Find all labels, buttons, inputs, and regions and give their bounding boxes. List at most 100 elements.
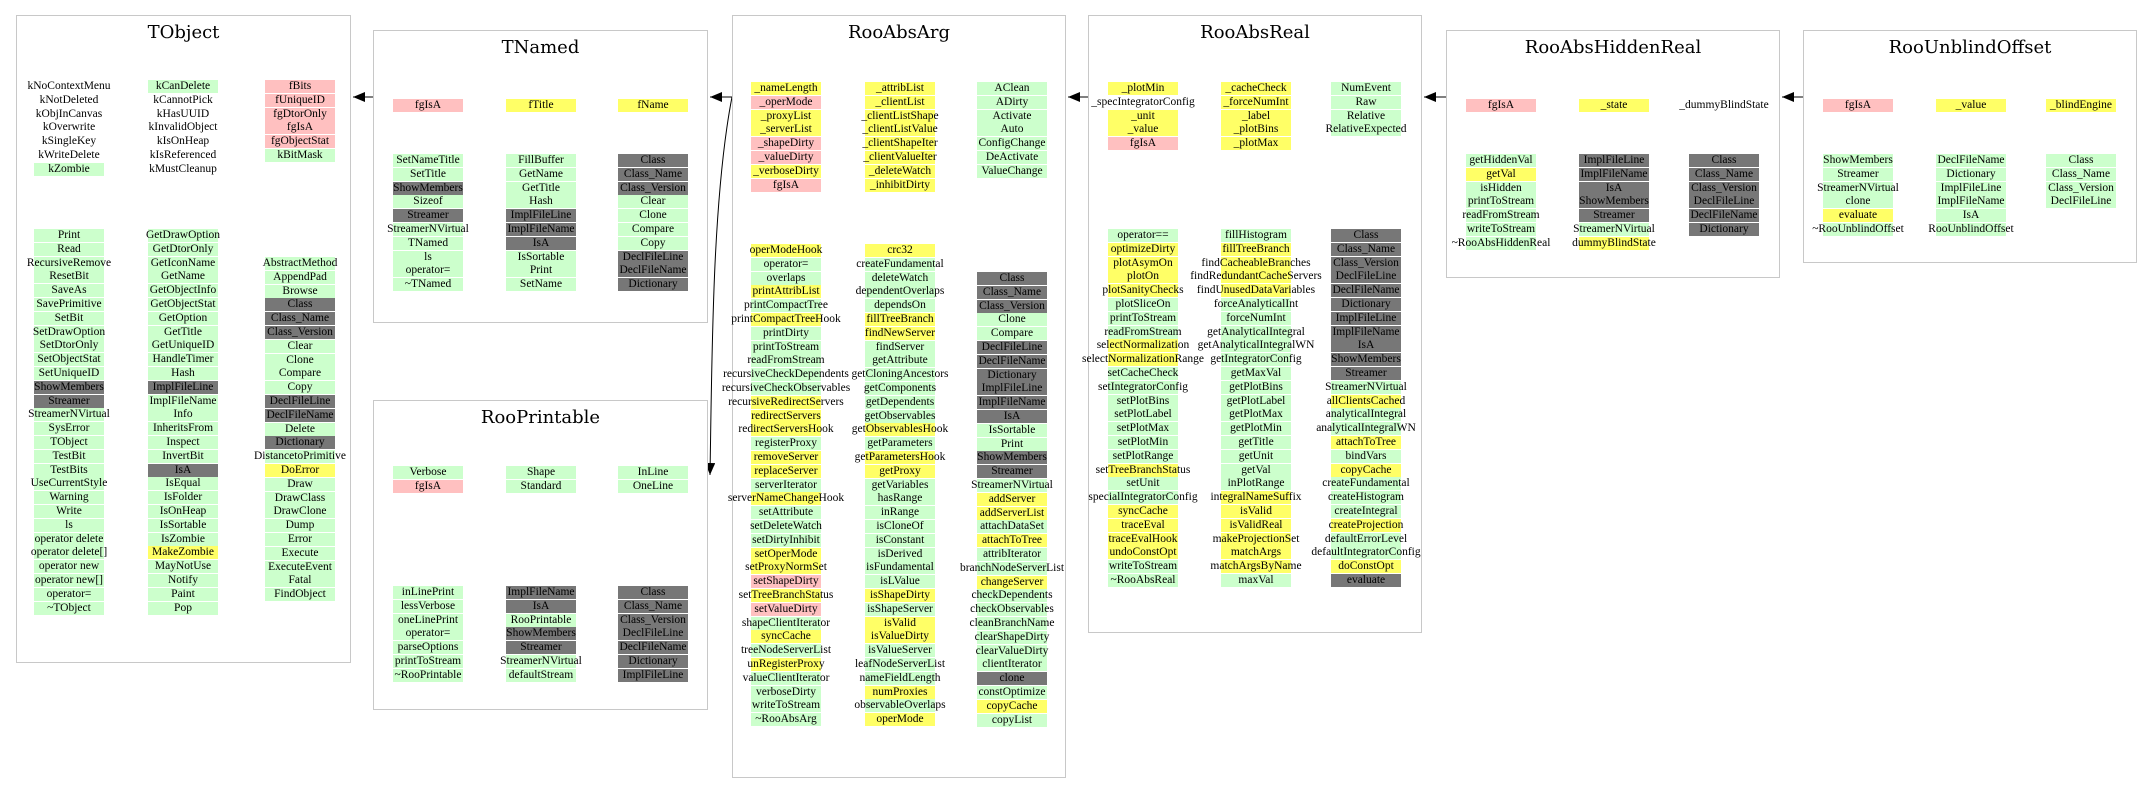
member-highlight — [34, 491, 104, 505]
member-highlight — [618, 466, 688, 479]
member-highlight — [265, 80, 335, 93]
member-highlight — [618, 209, 688, 223]
member-item: dependsOn — [800, 299, 1000, 313]
member-label: DeclFileName — [266, 408, 334, 421]
member-highlight — [506, 599, 576, 613]
member-highlight — [865, 164, 935, 178]
member-item: copyCache — [912, 699, 1112, 713]
member-highlight — [34, 408, 104, 422]
member-item: IsFolder — [83, 491, 283, 505]
member-label: getProxy — [879, 464, 921, 477]
member-item: AClean — [912, 82, 1112, 95]
member-highlight — [148, 229, 218, 242]
member-item: Class — [1981, 154, 2152, 167]
member-label: _plotMax — [1233, 137, 1279, 150]
member-item: Pop — [83, 601, 283, 615]
member-item: _serverList — [686, 123, 886, 137]
member-item: RooPrintable — [441, 613, 641, 627]
member-label: createFundamental — [1322, 477, 1410, 490]
member-item: valueClientIterator — [686, 671, 886, 685]
member-label: SetDtorOnly — [39, 339, 99, 352]
member-item: _inhibitDirty — [800, 178, 1000, 192]
member-highlight — [393, 167, 463, 181]
member-item: GetDrawOption — [83, 229, 283, 242]
member-highlight — [751, 520, 821, 533]
member-highlight — [506, 236, 576, 250]
member-item: ImplFileLine — [553, 668, 753, 682]
member-item: kCannotPick — [83, 94, 283, 107]
member-highlight — [265, 93, 335, 107]
member-label: _dummyBlindState — [1679, 99, 1769, 111]
member-item: InvertBit — [83, 449, 283, 463]
member-label: _serverList — [760, 123, 812, 136]
member-label: IsZombie — [160, 532, 206, 545]
member-label: setValueDirty — [754, 602, 818, 615]
member-highlight — [265, 464, 335, 477]
member-item: inLinePrint — [328, 586, 528, 599]
member-label: setProxyNormSet — [745, 561, 827, 574]
member-label: FillBuffer — [518, 154, 564, 166]
class-title: TObject — [147, 22, 220, 43]
member-label: ImplFileName — [1332, 325, 1400, 338]
member-highlight — [34, 284, 104, 298]
member-item: Class_Name — [553, 167, 753, 181]
member-highlight — [265, 533, 335, 546]
member-highlight — [751, 395, 821, 409]
member-item: Clone — [200, 353, 400, 367]
member-highlight — [865, 478, 935, 492]
member-item: unRegisterProxy — [686, 658, 886, 671]
member-highlight — [751, 644, 821, 658]
member-highlight — [865, 285, 935, 299]
member-item: Execute — [200, 546, 400, 560]
member-label: ImplFileName — [507, 223, 575, 235]
member-highlight — [618, 167, 688, 181]
member-highlight — [148, 532, 218, 546]
member-item: printCompactTree — [686, 299, 886, 313]
member-item: fBits — [200, 80, 400, 93]
member-label: _clientListValue — [862, 123, 938, 136]
member-label: Streamer — [48, 394, 90, 407]
member-label: Clone — [998, 313, 1026, 326]
member-label: kNoContextMenu — [27, 80, 111, 92]
member-highlight — [393, 627, 463, 641]
member-highlight — [34, 242, 104, 256]
member-item: kMustCleanup — [83, 163, 283, 176]
member-highlight — [865, 520, 935, 533]
member-item: fgIsA — [200, 121, 400, 135]
member-label: StreamerNVirtual — [28, 408, 110, 421]
member-highlight — [34, 162, 104, 176]
member-item: IsA — [1871, 209, 2071, 223]
member-highlight — [34, 532, 104, 546]
member-label: Copy — [287, 381, 313, 394]
member-label: DeclFileLine — [2050, 195, 2112, 208]
member-item: SetDrawOption — [0, 325, 169, 339]
member-item: NumEvent — [1266, 82, 1466, 95]
member-label: setTreeBranchStatus — [738, 589, 834, 601]
member-label: ShowMembers — [393, 181, 463, 194]
member-item: checkObservables — [912, 603, 1112, 617]
member-label: Notify — [167, 574, 199, 586]
member-highlight — [34, 367, 104, 380]
member-label: dependentOverlaps — [855, 285, 945, 298]
member-highlight — [34, 422, 104, 436]
member-item: kObjInCanvas — [0, 108, 169, 121]
member-highlight — [148, 284, 218, 298]
member-highlight — [865, 244, 935, 257]
member-label: Paint — [171, 587, 195, 600]
member-item: bindVars — [1266, 449, 1466, 463]
member-highlight — [977, 95, 1047, 109]
member-item: _clientListShape — [800, 109, 1000, 123]
member-label: deleteWatch — [871, 271, 929, 284]
member-item: Info — [83, 408, 283, 422]
member-label: fgIsA — [414, 479, 442, 492]
member-highlight — [751, 178, 821, 192]
member-item: isFundamental — [800, 561, 1000, 575]
member-highlight — [618, 479, 688, 493]
member-label: Dump — [285, 519, 315, 532]
member-label: Execute — [281, 546, 319, 559]
member-label: MakeZombie — [152, 546, 214, 559]
member-highlight — [265, 257, 335, 270]
member-highlight — [506, 466, 576, 479]
member-item: ImplFileName — [441, 223, 641, 236]
member-label: registerProxy — [755, 437, 817, 450]
